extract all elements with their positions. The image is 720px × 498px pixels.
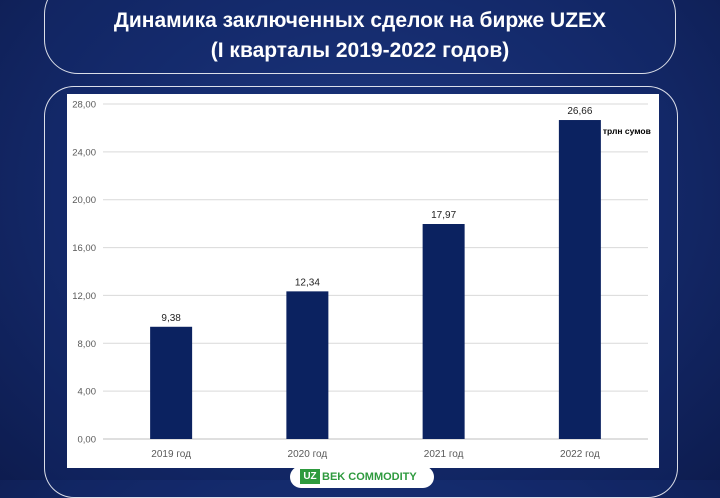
title-banner	[44, 0, 676, 74]
brand-logo: UZ BEK COMMODITY	[290, 466, 434, 488]
y-tick-label: 24,00	[72, 147, 96, 158]
y-tick-label: 8,00	[78, 339, 97, 350]
bar-chart: 0,00 4,00 8,00 12,00 16,00 20,00 24,00 28,00 9,3…	[72, 100, 651, 461]
data-label: 26,66	[567, 106, 592, 117]
y-tick-label: 28,00	[72, 100, 96, 111]
y-tick-label: 20,00	[72, 195, 96, 206]
y-tick-label: 12,00	[72, 291, 96, 302]
logo-mark: UZ	[300, 469, 320, 484]
logo-text: BEK COMMODITY	[322, 471, 417, 483]
x-tick-label: 2022 год	[560, 449, 600, 460]
y-tick-label: 16,00	[72, 243, 96, 254]
bar	[422, 224, 465, 439]
unit-annotation: трлн сумов	[603, 126, 651, 136]
title-line-2: (I кварталы 2019-2022 годов)	[210, 39, 510, 62]
bar	[286, 291, 329, 439]
y-tick-label: 4,00	[78, 387, 97, 398]
title-line-1: Динамика заключенных сделок на бирже UZE…	[113, 9, 607, 32]
x-tick-label: 2020 год	[288, 449, 328, 460]
y-tick-label: 0,00	[78, 435, 97, 446]
bar	[558, 120, 601, 440]
data-label: 12,34	[295, 277, 320, 288]
x-tick-label: 2021 год	[424, 449, 464, 460]
bar	[150, 326, 193, 439]
data-label: 9,38	[161, 313, 181, 324]
chart-title: Динамика заключенных сделок на бирже UZE…	[0, 6, 720, 66]
x-tick-label: 2019 год	[151, 449, 191, 460]
data-label: 17,97	[431, 210, 456, 221]
